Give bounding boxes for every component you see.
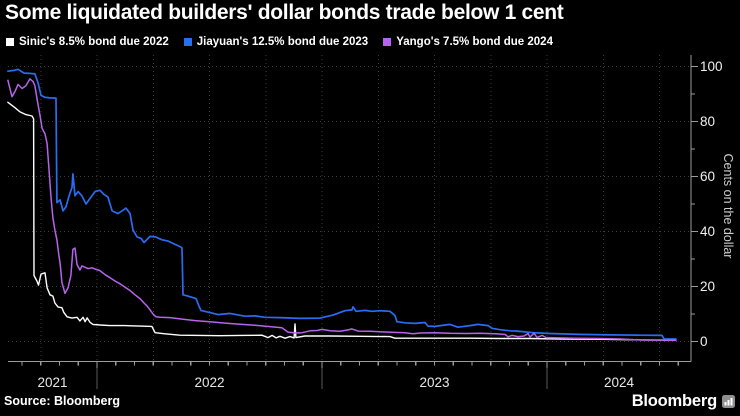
legend-label: Sinic's 8.5% bond due 2022 [19, 36, 169, 48]
y-tick-label: 60 [700, 169, 715, 184]
legend-swatch-icon [6, 38, 14, 46]
x-axis-ticks [21, 361, 679, 389]
legend-swatch-icon [183, 38, 192, 46]
series-jiayuan [7, 68, 677, 340]
chart-title: Some liquidated builders' dollar bonds t… [5, 1, 564, 24]
series-yango [7, 78, 677, 341]
x-year-label: 2023 [419, 375, 449, 390]
legend-swatch-icon [383, 38, 392, 46]
y-tick-label: 40 [700, 224, 715, 239]
bar-chart-icon [722, 395, 735, 408]
bloomberg-brand: Bloomberg [632, 392, 735, 411]
bloomberg-wordmark: Bloomberg [631, 392, 717, 410]
y-axis-ticks: 0 20 40 60 80 100 [691, 59, 723, 349]
y-tick-label: 0 [700, 334, 708, 349]
axes [8, 55, 692, 363]
series-sinic [7, 101, 677, 341]
x-year-label: 2024 [604, 375, 635, 390]
y-axis-title: Cents on the dollar [721, 154, 735, 259]
legend-item: Sinic's 8.5% bond due 2022 [6, 36, 169, 48]
legend-label: Yango's 7.5% bond due 2024 [396, 36, 553, 48]
y-tick-label: 80 [700, 114, 715, 129]
y-tick-label: 100 [700, 59, 723, 74]
x-year-label: 2022 [194, 375, 224, 390]
x-year-label: 2021 [37, 375, 67, 390]
x-gridlines [40, 55, 660, 362]
y-tick-label: 20 [700, 279, 715, 294]
source-attribution: Source: Bloomberg [4, 394, 120, 408]
legend-item: Yango's 7.5% bond due 2024 [383, 36, 553, 48]
legend-label: Jiayuan's 12.5% bond due 2023 [196, 36, 369, 48]
chart-legend: Sinic's 8.5% bond due 2022 Jiayuan's 12.5… [6, 36, 553, 48]
year-labels: 2021 2022 2023 2024 [37, 375, 634, 390]
legend-item: Jiayuan's 12.5% bond due 2023 [183, 36, 369, 48]
